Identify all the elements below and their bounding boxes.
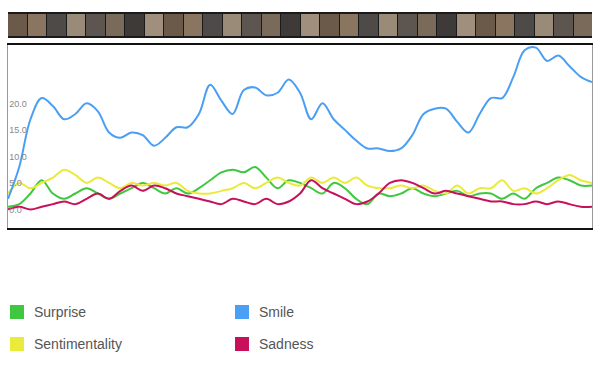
- svg-text:10.0: 10.0: [9, 152, 27, 162]
- html-text:Sentimentality: Sentimentality: [34, 336, 122, 352]
- svg-text:5.0: 5.0: [9, 178, 22, 188]
- svg-text:15.0: 15.0: [9, 125, 27, 135]
- html-text:Smile: Smile: [259, 304, 294, 320]
- html-text:Sadness: Sadness: [259, 336, 314, 352]
- svg-text:0.0: 0.0: [9, 205, 22, 215]
- svg-text:20.0: 20.0: [9, 99, 27, 109]
- html-text:Surprise: Surprise: [34, 304, 87, 320]
